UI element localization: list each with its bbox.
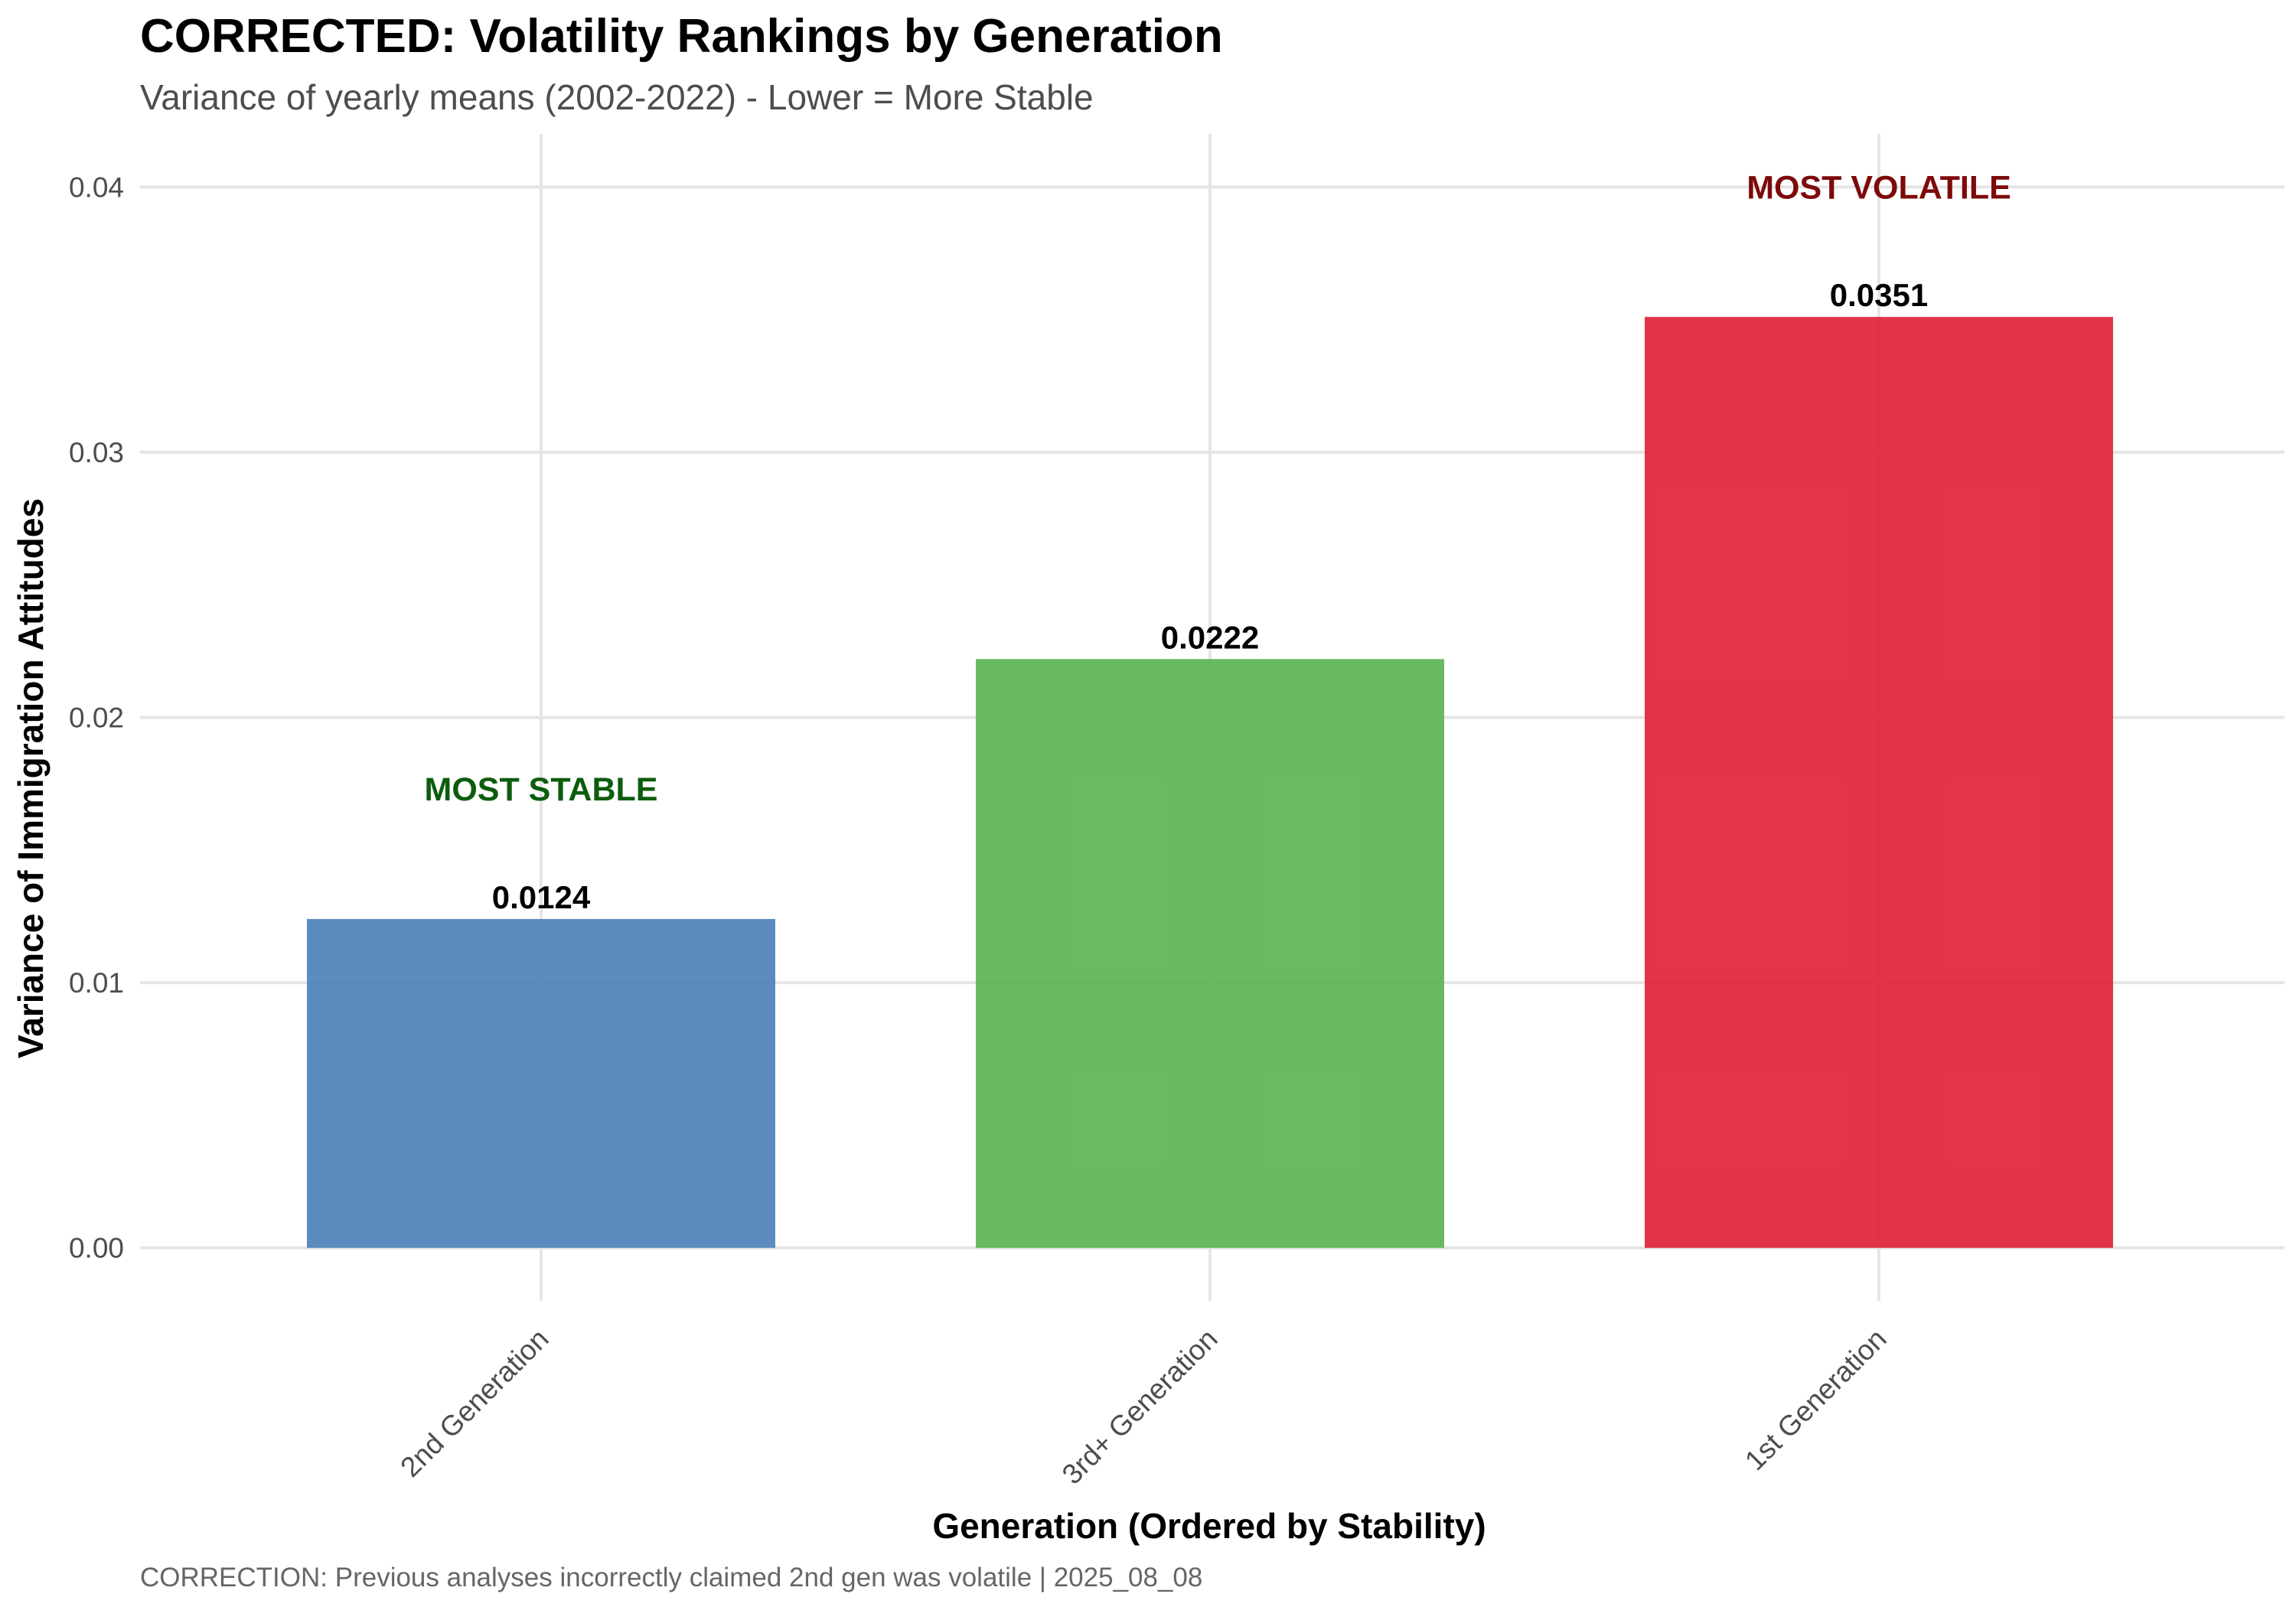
x-tick-label: 1st Generation [1739,1323,1893,1477]
y-tick-label: 0.01 [69,967,124,999]
x-tick-label: 3rd+ Generation [1056,1323,1224,1491]
chart-subtitle: Variance of yearly means (2002-2022) - L… [140,77,1094,117]
bar-value-label: 0.0222 [1161,619,1259,655]
bar-value-label: 0.0351 [1830,277,1928,313]
annotation-label: MOST STABLE [425,771,658,808]
bar [307,919,775,1248]
chart-title: CORRECTED: Volatility Rankings by Genera… [140,10,1223,63]
y-tick-label: 0.00 [69,1233,124,1264]
y-tick-label: 0.02 [69,702,124,734]
bar [976,659,1444,1247]
annotation-label: MOST VOLATILE [1746,169,2011,206]
x-axis-title: Generation (Ordered by Stability) [932,1506,1486,1546]
y-axis-ticks: 0.00 0.01 0.02 0.03 0.04 [69,171,124,1263]
chart-caption: CORRECTION: Previous analyses incorrectl… [140,1563,1202,1592]
y-tick-label: 0.03 [69,437,124,468]
bar [1645,317,2113,1248]
x-tick-label: 2nd Generation [394,1323,554,1483]
y-tick-label: 0.04 [69,171,124,203]
y-axis-title: Variance of Immigration Attitudes [11,498,51,1058]
bar-value-label: 0.0124 [492,879,591,915]
x-axis-ticks: 2nd Generation 3rd+ Generation 1st Generat… [394,1323,1892,1491]
